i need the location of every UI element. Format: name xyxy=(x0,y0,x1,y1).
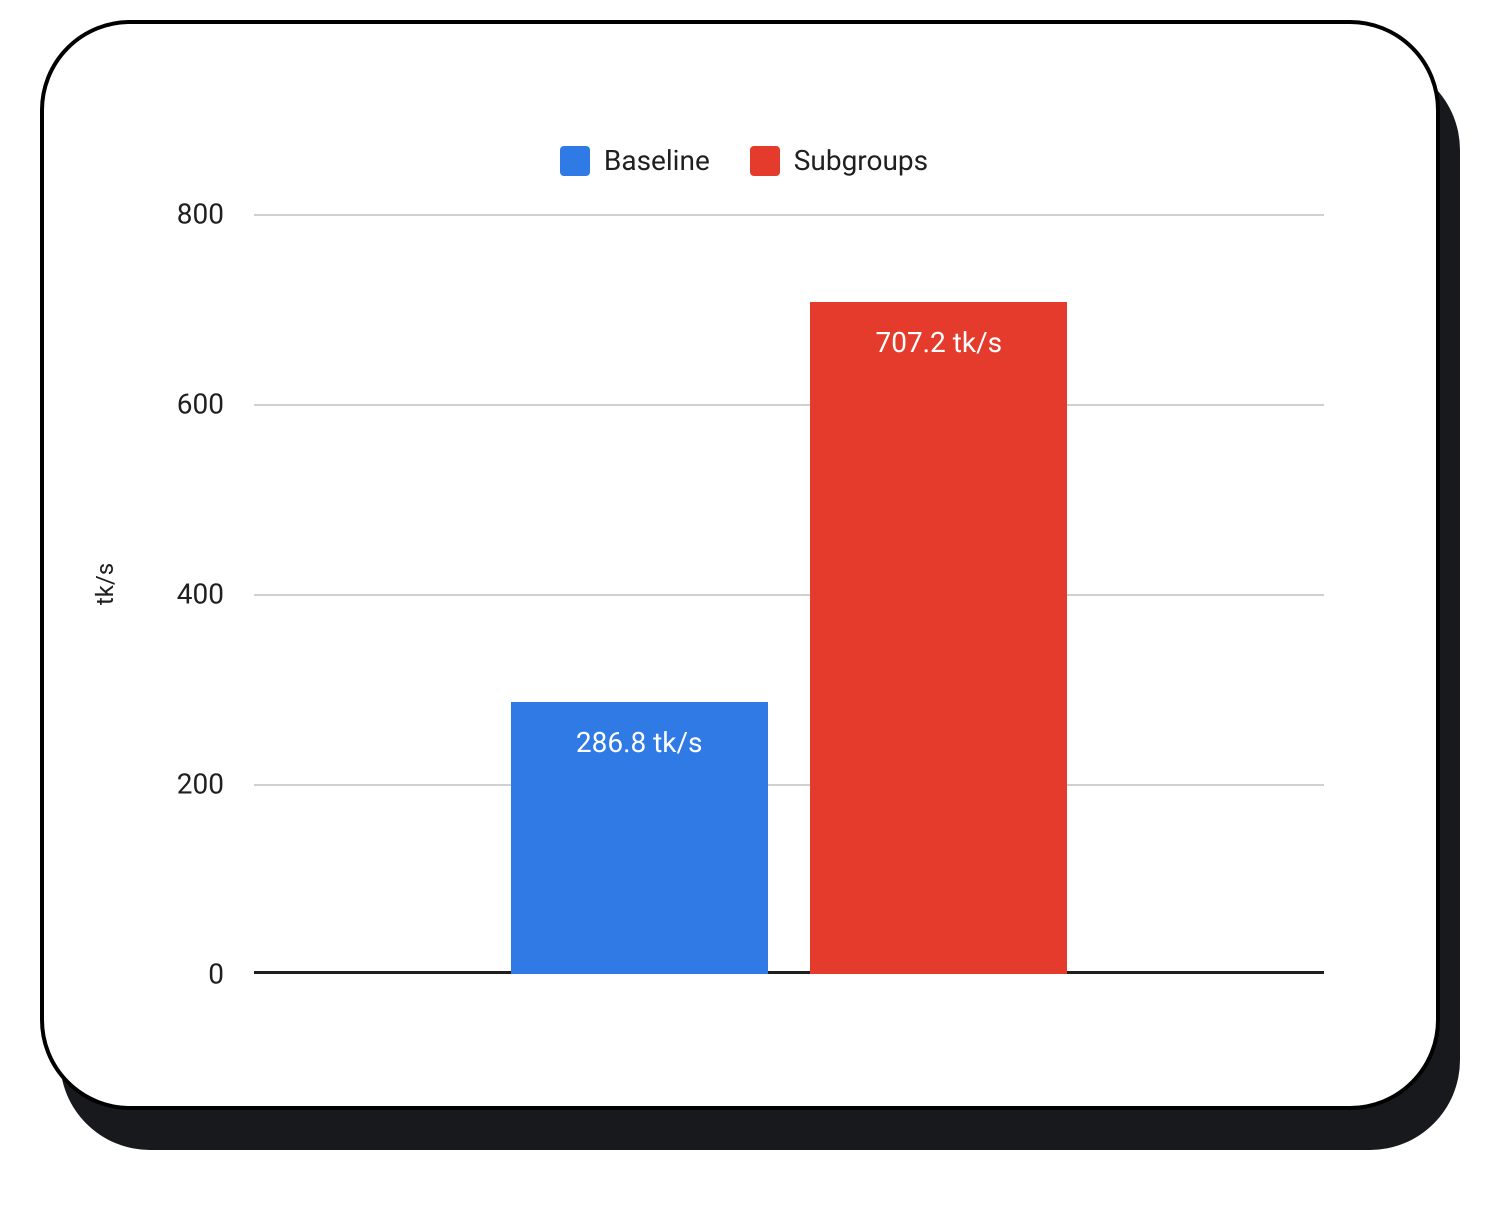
y-tick-label: 800 xyxy=(177,198,254,231)
legend-label-subgroups: Subgroups xyxy=(794,144,928,177)
bar-subgroups: 707.2 tk/s xyxy=(810,302,1067,974)
bar-value-label: 286.8 tk/s xyxy=(511,726,768,759)
bar-value-label: 707.2 tk/s xyxy=(810,326,1067,359)
chart-area: Baseline Subgroups tk/s 0200400600800286… xyxy=(144,144,1344,1024)
gridline xyxy=(254,404,1324,406)
chart-card: Baseline Subgroups tk/s 0 200 400 600 800 286… xyxy=(40,20,1440,1110)
legend-label-baseline: Baseline xyxy=(604,144,710,177)
y-axis-label: tk/s xyxy=(91,563,119,605)
legend-item-baseline: Baseline xyxy=(560,144,710,177)
legend: Baseline Subgroups xyxy=(144,144,1344,177)
gridline xyxy=(254,594,1324,596)
y-tick-label: 200 xyxy=(177,768,254,801)
stage: Baseline Subgroups tk/s 0 200 400 600 800 286… xyxy=(0,0,1508,1222)
y-tick-label: 400 xyxy=(177,578,254,611)
y-tick-label: 0 xyxy=(208,958,254,991)
legend-item-subgroups: Subgroups xyxy=(750,144,928,177)
bar-baseline: 286.8 tk/s xyxy=(511,702,768,974)
x-axis-line xyxy=(254,971,1324,974)
legend-swatch-baseline xyxy=(560,146,590,176)
gridline xyxy=(254,214,1324,216)
gridline xyxy=(254,784,1324,786)
legend-swatch-subgroups xyxy=(750,146,780,176)
plot-area: 0200400600800286.8 tk/s707.2 tk/s xyxy=(254,214,1324,974)
y-tick-label: 600 xyxy=(177,388,254,421)
